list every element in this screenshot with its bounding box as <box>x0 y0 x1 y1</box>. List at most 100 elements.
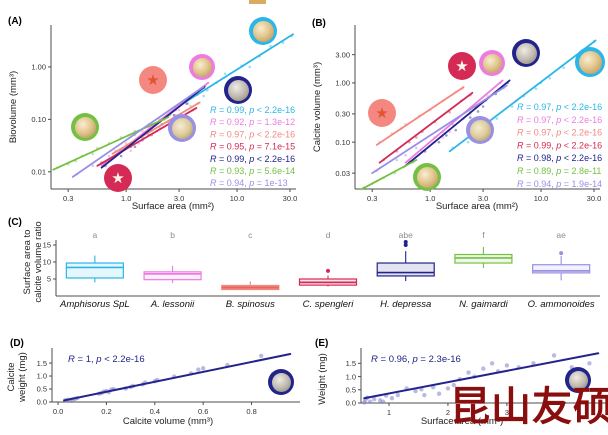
data-point <box>367 399 373 404</box>
species-label: C. spengleri <box>303 299 355 310</box>
correlation-stat: R = 0.98, p < 2.2e-16 <box>517 153 602 163</box>
foram-photo <box>482 53 502 73</box>
panel-E: 1 2 3 0.0 0.5 1.0 1.5 Surface area (mm²) Weight … <box>315 338 607 427</box>
amphisorus-icon <box>575 47 605 77</box>
x-tick-label: 0.2 <box>101 407 111 416</box>
box <box>65 262 124 279</box>
correlation-stat: R = 0.96, p = 2.3e-16 <box>371 354 461 365</box>
panel-A: 0.3 1.0 3.0 10.0 30.0 0.01 0.10 1.00 Surface are… <box>8 16 297 212</box>
data-point <box>223 72 227 76</box>
a-lessonii-icon <box>189 54 215 80</box>
y-tick-label: 0.5 <box>37 385 47 394</box>
panel-D: 0.0 0.2 0.4 0.6 0.8 0.0 0.5 1.0 1.5 Calcite volum… <box>6 338 300 427</box>
panel-label: (E) <box>315 338 328 349</box>
data-point <box>395 392 401 398</box>
species-label: Amphisorus SpL <box>59 299 130 310</box>
y-tick-label: 0.0 <box>346 399 356 408</box>
correlation-stat: R = 0.99, p < 2.2e-16 <box>517 140 602 150</box>
c-spengleri-icon: ★ <box>104 164 132 192</box>
data-point <box>177 108 181 112</box>
box <box>532 264 591 274</box>
a-lessonii-icon <box>479 50 505 76</box>
species-label: B. spinosus <box>226 299 275 310</box>
y-tick-label: 1.00 <box>335 79 350 88</box>
foram-photo <box>227 79 249 101</box>
panel-C: 5 10 15 Surface area to calcite volume ratio… <box>8 217 600 310</box>
correlation-stat: R = 0.94, p = 1.9e-14 <box>517 179 602 189</box>
significance-letter: ae <box>556 230 566 240</box>
y-tick-label: 1.5 <box>37 359 47 368</box>
x-tick-label: 0.3 <box>63 194 73 203</box>
y-axis-title: Biovolume (mm³) <box>8 71 19 143</box>
x-axis-title: Surface area (mm²) <box>421 416 503 427</box>
correlation-stat: R = 0.93, p = 5.6e-14 <box>210 166 295 176</box>
c-spengleri-icon: ★ <box>448 52 476 80</box>
species-label: N. gaimardi <box>459 299 508 310</box>
significance-letter: d <box>326 230 331 240</box>
outlier-point <box>403 239 408 244</box>
regression-line <box>71 85 205 178</box>
data-point <box>415 136 418 139</box>
regression-line <box>375 86 465 146</box>
correlation-stat: R = 1, p < 2.2e-16 <box>68 354 145 365</box>
regression-line <box>52 116 170 171</box>
amphisorus-icon <box>249 17 277 45</box>
h-depressa-icon <box>224 76 252 104</box>
panel-label: (A) <box>8 16 22 27</box>
data-point <box>133 145 137 149</box>
correlation-stat: R = 0.92, p = 1.3e-12 <box>210 117 295 127</box>
regression-line <box>111 101 201 155</box>
y-axis-title: Weight (mg) <box>317 353 328 405</box>
x-tick-label: 0.4 <box>150 407 160 416</box>
species-label: A. lessonii <box>150 299 195 310</box>
data-point <box>422 392 427 398</box>
x-axis-title: Surface area (mm²) <box>132 201 214 212</box>
foram-photo <box>252 20 274 42</box>
data-point <box>466 140 470 144</box>
y-axis-title: Calcite <box>6 362 17 391</box>
data-point <box>185 102 188 105</box>
data-point <box>531 361 536 366</box>
regression-line <box>371 84 508 175</box>
y-axis-title: Calcite volume (mm³) <box>312 62 323 152</box>
foram-photo: ★ <box>107 167 129 189</box>
regression-line <box>100 85 206 169</box>
x-axis-title: Surface area (mm²) <box>436 201 518 212</box>
correlation-stat: R = 0.97, p < 2.2e-16 <box>517 102 602 112</box>
outlier-point <box>403 243 408 247</box>
foram-photo: ★ <box>142 69 164 91</box>
data-point <box>107 154 111 158</box>
box <box>143 271 202 281</box>
data-point <box>476 110 480 113</box>
significance-letter: f <box>482 230 485 240</box>
data-point <box>445 386 451 391</box>
panel-B: 0.3 1.0 3.0 10.0 30.0 0.03 0.10 0.30 1.00 3.00 Sur… <box>312 18 602 212</box>
x-tick-label: 10.0 <box>230 194 245 203</box>
species-label: O. ammonoides <box>528 299 595 310</box>
foram-photo <box>171 117 193 139</box>
data-point <box>551 353 557 358</box>
x-tick-label: 0.6 <box>198 407 208 416</box>
x-tick-label: 0.0 <box>53 407 63 416</box>
y-tick-label: 15 <box>43 241 51 250</box>
data-point <box>481 366 486 371</box>
h-depressa-icon <box>512 39 540 67</box>
significance-letter: c <box>248 230 253 240</box>
data-point <box>587 361 592 366</box>
foram-photo <box>192 57 212 77</box>
data-point <box>489 361 495 366</box>
watermark-text: 昆山友硕 <box>450 384 608 430</box>
outlier-point <box>326 268 330 273</box>
panel-label: (C) <box>8 217 22 228</box>
data-point <box>200 366 206 371</box>
x-tick-label: 0.3 <box>367 194 377 203</box>
b-spinosus-icon: ★ <box>368 99 396 127</box>
x-tick-label: 2 <box>446 408 450 417</box>
y-tick-label: 0.10 <box>335 138 350 147</box>
foram-photo <box>515 42 537 64</box>
h-depressa-icon <box>268 369 294 395</box>
data-point <box>248 65 251 69</box>
n-gaimardi-icon <box>413 163 441 191</box>
